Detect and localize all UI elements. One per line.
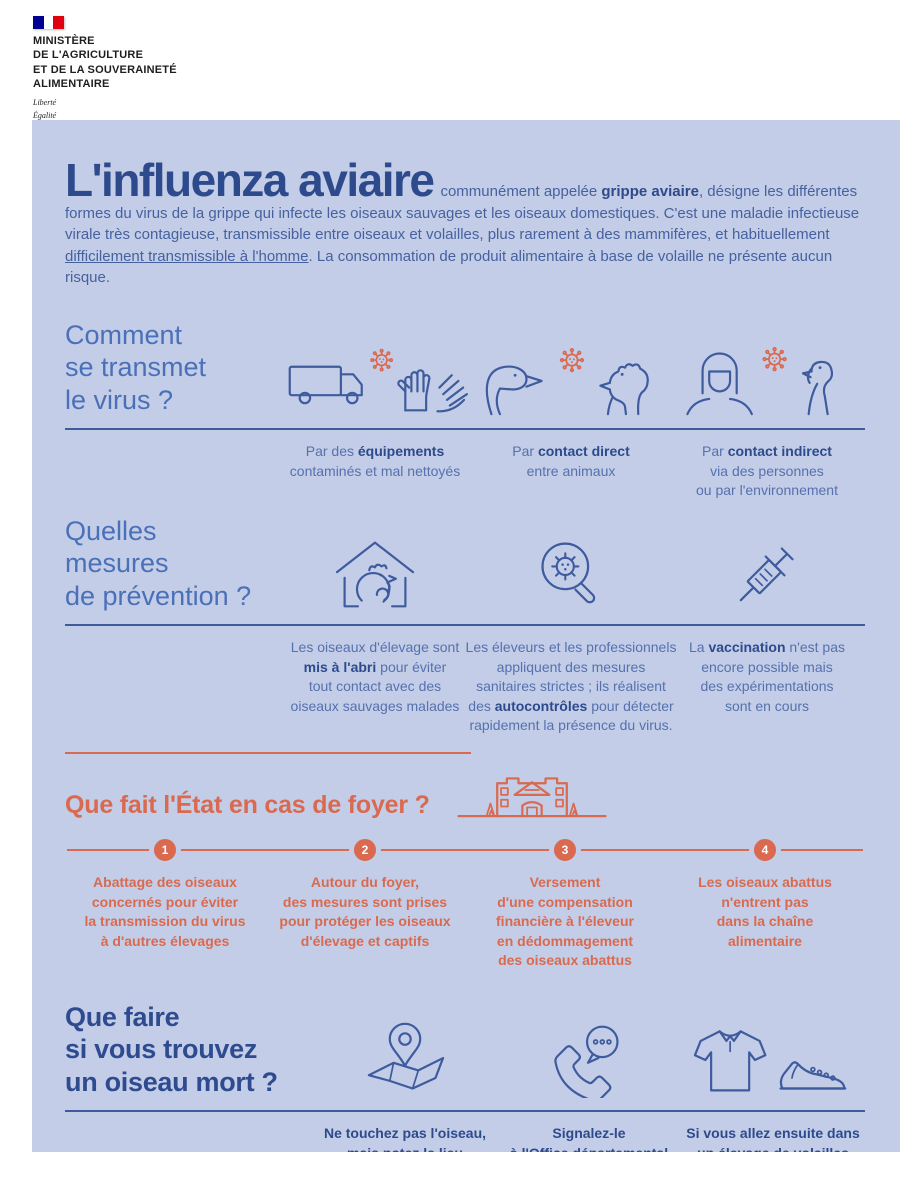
section-transmission: Comment se transmet le virus ?	[65, 319, 865, 501]
section-divider	[65, 1110, 865, 1113]
phone-call-icon	[496, 1020, 679, 1099]
town-hall-icon	[452, 762, 612, 820]
french-flag-icon	[33, 16, 64, 29]
section-divider	[65, 624, 865, 627]
info-panel: L'influenza aviaire communément appelée g…	[32, 120, 900, 1152]
intro-text-bold: grippe aviaire	[601, 183, 699, 200]
house-chicken-icon	[277, 536, 473, 612]
caption-bold: équipements	[357, 443, 445, 460]
caption-text: Par	[512, 443, 538, 460]
caption-text: contaminés et mal nettoyés	[289, 462, 461, 479]
caption-text: Les éleveurs et les professionnels appli…	[465, 639, 677, 714]
caption-text: Par des	[305, 443, 358, 460]
caption-text: pour détecter rapidement la présence du …	[469, 697, 674, 734]
caption-text: via des personnes ou par l'environnement	[696, 462, 838, 499]
step-4-badge: 4	[749, 834, 781, 867]
caption-text: Les oiseaux d'élevage sont	[290, 639, 460, 656]
steps-connector-line	[67, 849, 863, 852]
step-1-badge: 1	[149, 834, 181, 867]
step-3-badge: 3	[549, 834, 581, 867]
state-steps: 1 Abattage des oiseaux concernés pour év…	[65, 834, 865, 971]
person-turkey-virus-icon	[669, 344, 865, 416]
section-dead-bird-heading: Que faire si vous trouvez un oiseau mort…	[65, 1002, 278, 1097]
intro-text: communément appelée	[440, 183, 602, 200]
orange-divider	[65, 752, 471, 755]
transmission-caption-equipment: Par des équipements contaminés et mal ne…	[277, 442, 473, 481]
intro-text: , désigne les différentes formes du viru…	[65, 183, 860, 244]
french-government-logo: MINISTÈRE DE L'AGRICULTURE ET DE LA SOUV…	[33, 16, 177, 134]
caption-text: La	[689, 639, 709, 656]
step-1-text: Abattage des oiseaux concernés pour évit…	[84, 874, 246, 949]
section-state-heading: Que fait l'État en cas de foyer ?	[65, 791, 430, 820]
magnifier-virus-icon	[473, 536, 669, 612]
truck-gloves-virus-icon	[277, 344, 473, 416]
caption-text: n'est pas encore possible mais des expér…	[700, 639, 845, 714]
step-4-text: Les oiseaux abattus n'entrent pas dans l…	[698, 874, 832, 949]
page-title: L'influenza aviaire	[65, 154, 435, 206]
caption-bold: autocontrôles	[494, 697, 588, 714]
caption-bold: vaccination	[708, 639, 786, 656]
step-3: 3 Versement d'une compensation financièr…	[465, 834, 665, 971]
caption-bold: contact indirect	[727, 443, 832, 460]
intro-text: . La consommation de produit alimentaire…	[65, 247, 833, 287]
transmission-caption-indirect: Par contact indirect via des personnes o…	[669, 442, 865, 501]
caption-bold: mis à l'abri	[303, 658, 377, 675]
caption-bold: contact direct	[537, 443, 630, 460]
step-4: 4 Les oiseaux abattus n'entrent pas dans…	[665, 834, 865, 971]
caption-text: Par	[702, 443, 728, 460]
prevention-caption-shelter: Les oiseaux d'élevage sont mis à l'abri …	[277, 638, 473, 716]
map-pin-icon	[313, 1020, 496, 1098]
syringe-icon	[669, 536, 865, 612]
clothes-shoes-icon	[679, 1020, 865, 1098]
dead-bird-caption-location: Ne touchez pas l'oiseau, mais notez le l…	[323, 1125, 487, 1152]
intro-paragraph: L'influenza aviaire communément appelée g…	[65, 157, 865, 289]
section-transmission-heading: Comment se transmet le virus ?	[65, 319, 207, 415]
prevention-caption-controls: Les éleveurs et les professionnels appli…	[445, 638, 697, 736]
section-divider	[65, 428, 865, 431]
step-2: 2 Autour du foyer, des mesures sont pris…	[265, 834, 465, 971]
section-prevention-heading: Quelles mesures de prévention ?	[65, 515, 252, 611]
duck-chicken-virus-icon	[473, 344, 669, 416]
step-2-text: Autour du foyer, des mesures sont prises…	[279, 874, 451, 949]
prevention-caption-vaccination: La vaccination n'est pas encore possible…	[669, 638, 865, 716]
step-1: 1 Abattage des oiseaux concernés pour év…	[65, 834, 265, 971]
step-3-text: Versement d'une compensation financière …	[496, 874, 634, 969]
section-state-response: Que fait l'État en cas de foyer ?	[65, 752, 865, 971]
section-prevention: Quelles mesures de prévention ?	[65, 515, 865, 736]
transmission-caption-direct: Par contact direct entre animaux	[473, 442, 669, 481]
dead-bird-caption-clothes: Si vous allez ensuite dans un élevage de…	[686, 1125, 860, 1152]
caption-text: entre animaux	[526, 462, 616, 479]
intro-text-underlined: difficilement transmissible à l'homme	[65, 247, 309, 265]
step-2-badge: 2	[349, 834, 381, 867]
ministry-name: MINISTÈRE DE L'AGRICULTURE ET DE LA SOUV…	[33, 35, 177, 90]
dead-bird-caption-report: Signalez-le à l'Office départemental de …	[510, 1125, 668, 1152]
caption-text: pour éviter tout contact avec des oiseau…	[290, 658, 460, 714]
section-dead-bird: Que faire si vous trouvez un oiseau mort…	[65, 1001, 865, 1152]
